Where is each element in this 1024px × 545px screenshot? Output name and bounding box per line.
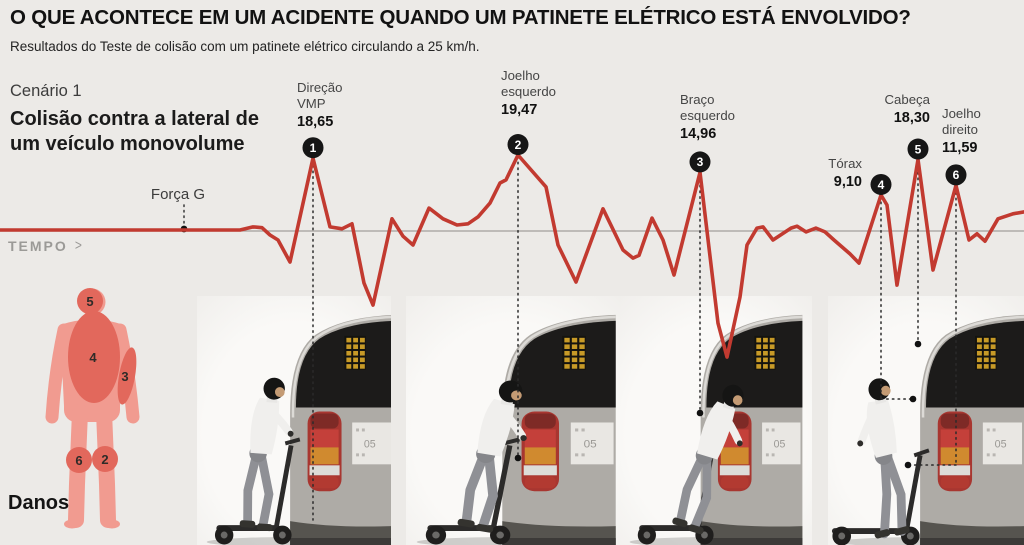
crash-photo-2: 05	[406, 296, 620, 545]
peak-number: 3	[697, 155, 704, 169]
calibration-marker	[344, 335, 366, 370]
page-subtitle: Resultados do Teste de colisão com um pa…	[10, 39, 480, 54]
tempo-text: TEMPO	[8, 237, 68, 254]
peak-label-2: Joelho esquerdo 19,47	[501, 68, 587, 119]
calibration-marker	[754, 335, 776, 370]
dummy-face	[511, 390, 522, 401]
crash-photo-3: 05	[620, 296, 812, 545]
damage-caption: Danos	[8, 492, 70, 514]
peak-part-name: Braço esquerdo	[680, 92, 735, 123]
calibration-marker	[562, 335, 586, 370]
van: 05	[920, 314, 1024, 545]
peak-marker-1	[302, 137, 324, 159]
zone-number: 3	[121, 369, 128, 384]
peak-label-5: Cabeça 18,30	[862, 92, 930, 127]
svg-text:05: 05	[364, 438, 376, 450]
crash-dummy	[857, 378, 910, 539]
peak-value: 19,47	[501, 101, 538, 118]
crash-photo-scene: 05	[416, 314, 616, 545]
damage-zone-right-knee	[92, 446, 118, 472]
peak-label-6: Joelho direito 11,59	[942, 106, 1008, 157]
damage-zone-arm	[117, 347, 137, 405]
peak-number: 1	[310, 141, 317, 155]
license-plate: 05	[352, 422, 391, 465]
svg-text:05: 05	[584, 439, 597, 451]
peak-value: 14,96	[680, 125, 717, 142]
dummy-face	[880, 385, 891, 396]
peak-value: 18,30	[893, 109, 930, 126]
zone-number: 6	[75, 453, 82, 468]
crash-photo-scene: 05	[206, 315, 391, 545]
crash-photo-scene: 05	[831, 314, 1024, 545]
scenario-kicker: Cenário 1	[10, 82, 82, 100]
dummy-face	[732, 395, 743, 406]
crash-dummy	[672, 384, 744, 535]
peak-marker-3	[689, 151, 711, 173]
peak-value: 18,65	[297, 113, 334, 130]
peak-marker-4	[870, 173, 892, 195]
force-g-dot	[180, 225, 188, 233]
peak-part-name: Tórax	[828, 156, 862, 171]
force-g-label: Força G	[150, 186, 206, 203]
zone-number: 2	[101, 452, 108, 467]
peak-part-name: Cabeça	[884, 92, 930, 107]
peak-value: 11,59	[942, 139, 978, 156]
peak-value: 9,10	[833, 173, 862, 190]
license-plate: 05	[570, 422, 614, 465]
svg-text:05: 05	[774, 438, 786, 450]
peak-number: 5	[915, 142, 922, 156]
scooter	[831, 448, 930, 545]
svg-text:05: 05	[995, 438, 1007, 450]
peak-number: 4	[878, 178, 885, 192]
peak-number: 2	[515, 138, 522, 152]
crash-photo-scene: 05	[629, 314, 803, 545]
peak-marker-2	[507, 134, 529, 156]
van: 05	[290, 315, 391, 545]
crash-photo-1: 05	[197, 296, 391, 545]
peak-marker-5	[907, 138, 929, 160]
peak-label-3: Braço esquerdo 14,96	[680, 92, 766, 143]
scenario-title: Colisão contra a lateral de um veículo m…	[10, 108, 259, 155]
scenario-block: Cenário 1 Colisão contra a lateral de um…	[10, 82, 260, 157]
peak-label-1: Direção VMP 18,65	[297, 80, 367, 131]
crash-dummy	[457, 380, 527, 533]
van: 05	[502, 314, 616, 545]
page-title: O QUE ACONTECE EM UM ACIDENTE QUANDO UM …	[10, 6, 911, 29]
dummy-face	[274, 387, 285, 398]
time-axis-label: TEMPO >	[8, 237, 83, 254]
taillight	[307, 411, 342, 492]
damage-zone-left-knee	[66, 447, 92, 473]
calibration-marker	[975, 335, 997, 370]
peak-part-name: Joelho direito	[942, 106, 981, 137]
taillight	[521, 411, 560, 492]
peak-label-4: Tórax 9,10	[798, 156, 862, 191]
chevron-right-icon: >	[74, 237, 82, 254]
peak-marker-6	[945, 164, 967, 186]
license-plate: 05	[982, 422, 1023, 465]
crash-dummy	[239, 377, 294, 532]
zone-number: 4	[89, 350, 97, 365]
header: O QUE ACONTECE EM UM ACIDENTE QUANDO UM …	[10, 6, 1018, 54]
taillight	[937, 411, 973, 492]
crash-photo-4: 05	[828, 296, 1024, 545]
zone-number: 5	[86, 294, 93, 309]
license-plate: 05	[762, 422, 801, 465]
peak-part-name: Joelho esquerdo	[501, 68, 556, 99]
peak-part-name: Direção VMP	[297, 80, 343, 111]
peak-number: 6	[953, 168, 960, 182]
